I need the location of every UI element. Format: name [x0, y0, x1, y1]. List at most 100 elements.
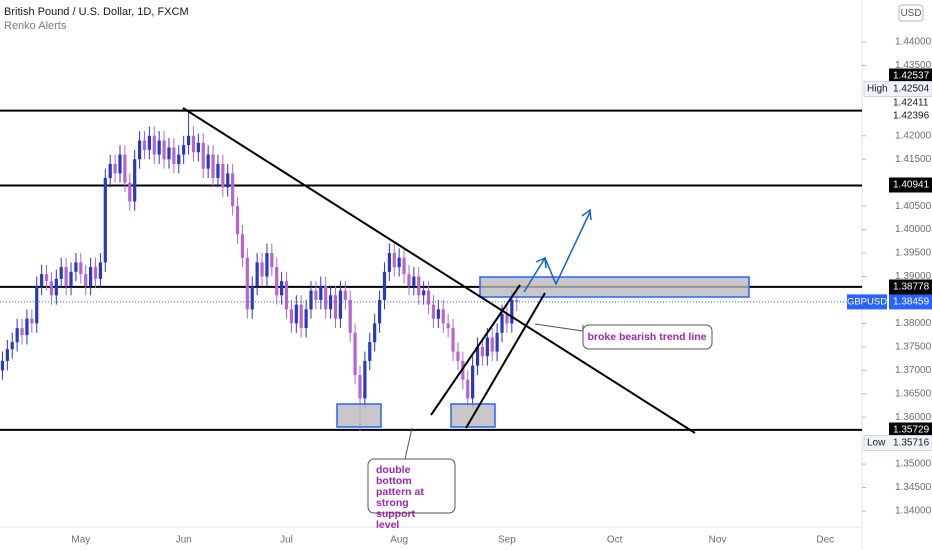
candle-body	[466, 379, 470, 399]
currency-box[interactable]	[898, 4, 924, 22]
candle-body	[515, 299, 519, 302]
candle-body	[177, 154, 181, 164]
annotation-line: bottom	[376, 475, 412, 487]
candle-body	[69, 271, 73, 286]
annotation-line: level	[376, 519, 399, 531]
y-tick-label: 1.42000	[895, 130, 932, 141]
annotation-line: pattern at	[376, 486, 424, 498]
candle-body	[451, 328, 455, 352]
candle-body	[441, 309, 445, 324]
level-label: 1.40941	[893, 180, 930, 191]
candle-body	[167, 147, 171, 160]
candle-body	[490, 337, 494, 352]
x-tick-label: May	[71, 535, 90, 546]
candle-body	[226, 173, 230, 188]
last-price-label: 1.38459	[893, 297, 930, 308]
trend-line	[182, 107, 696, 434]
candle-body	[20, 328, 24, 336]
candle-body	[363, 360, 367, 399]
high-name: High	[867, 84, 888, 95]
candle-body	[137, 140, 142, 160]
candle-body	[324, 285, 328, 310]
candle-body	[157, 140, 161, 155]
y-tick-label: 1.40500	[895, 201, 932, 212]
candle-body	[182, 145, 186, 155]
candle-body	[25, 318, 29, 336]
y-tick-label: 1.34500	[895, 482, 932, 493]
candle-body	[265, 253, 269, 277]
candle-body	[240, 234, 245, 258]
candle-body	[40, 274, 44, 286]
level-tag	[889, 177, 932, 193]
candle-body	[54, 278, 58, 296]
annotation: broke bearish trend line	[587, 331, 706, 343]
candle-body	[35, 285, 39, 324]
candle-body	[343, 290, 347, 300]
chart-title: British Pound / U.S. Dollar, 1D, FXCM	[4, 6, 189, 18]
y-tick-label: 1.37500	[895, 341, 932, 352]
candle-body	[505, 314, 509, 324]
high-tag	[863, 81, 932, 97]
annotation-line: strong	[376, 497, 409, 509]
candle-body	[216, 163, 220, 179]
candle-body	[304, 309, 308, 329]
currency[interactable]: USD	[900, 8, 921, 19]
indicator-name: Renko Alerts	[4, 20, 67, 32]
arrow-head	[581, 208, 592, 221]
candle-body	[147, 135, 151, 150]
level-label: 1.42537	[893, 71, 930, 82]
candle-body	[294, 304, 298, 324]
candle-body	[392, 253, 396, 268]
low-tag	[863, 435, 932, 451]
low-name: Low	[867, 438, 886, 449]
candle-body	[314, 290, 318, 300]
x-tick-label: Dec	[816, 535, 834, 546]
y-tick-label: 1.41500	[895, 154, 932, 165]
level-tag	[889, 422, 932, 438]
candle-body	[201, 142, 205, 169]
candle-body	[446, 323, 450, 329]
arrow-head	[535, 256, 547, 269]
y-tick-label: 1.38000	[895, 318, 932, 329]
candle-body	[510, 299, 514, 324]
candle-body	[289, 309, 294, 324]
candle-body	[0, 360, 5, 371]
candle-body	[485, 337, 489, 357]
candle-body	[353, 332, 357, 375]
x-tick-label: Sep	[498, 535, 516, 546]
callout	[367, 458, 456, 514]
candle-body	[377, 299, 382, 324]
candle-body	[456, 351, 460, 361]
candle-body	[172, 147, 176, 164]
y-tick-label: 1.34000	[895, 506, 932, 517]
y-tick-label: 1.36000	[895, 412, 932, 423]
resistance-zone	[479, 276, 750, 298]
candle-body	[5, 349, 9, 361]
candle-body	[30, 318, 34, 324]
projection-arrow	[523, 211, 591, 293]
candle-body	[500, 314, 504, 333]
candle-body	[103, 178, 107, 263]
drawings	[182, 107, 750, 514]
candle-body	[231, 173, 235, 207]
candle-body	[89, 267, 93, 286]
candle-body	[319, 285, 323, 300]
annotation: double bottom pattern at strong support level	[376, 464, 424, 531]
x-tick-label: Oct	[607, 535, 623, 546]
candle-body	[333, 295, 338, 319]
y-tick-label: 1.44000	[895, 37, 932, 48]
candle-body	[123, 154, 127, 183]
candle-body	[250, 285, 254, 310]
candle-body	[206, 154, 210, 169]
low-value: 1.35716	[893, 438, 930, 449]
price-mark-label: 1.42396	[893, 111, 930, 122]
candle-body	[162, 140, 166, 160]
candle-body	[387, 253, 391, 272]
level-label: 1.35729	[893, 425, 930, 436]
candle-body	[186, 135, 191, 146]
symbol-tag	[847, 294, 887, 310]
candle-body	[412, 276, 416, 286]
y-tick-label: 1.39500	[895, 248, 932, 259]
